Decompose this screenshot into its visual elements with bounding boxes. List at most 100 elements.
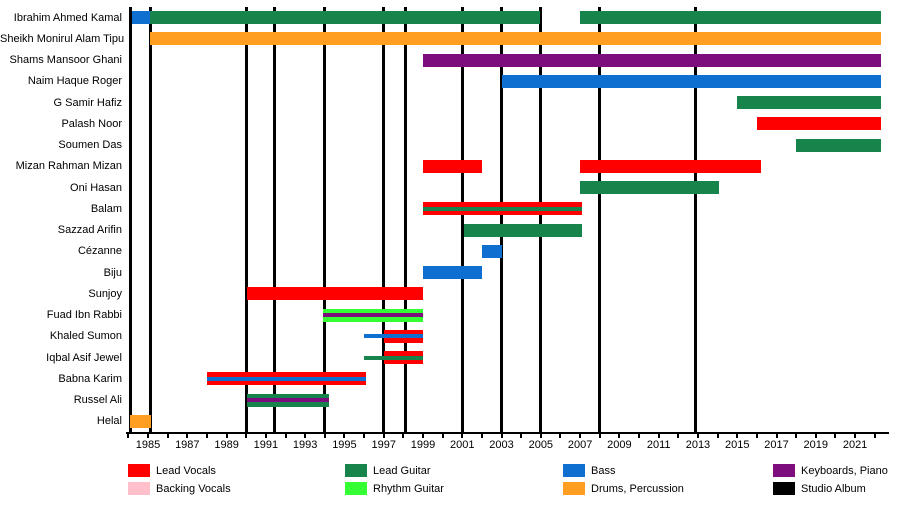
- timeline-bar: [464, 223, 583, 237]
- member-name-label: G Samir Hafiz: [53, 96, 122, 109]
- member-name-label: Helal: [96, 415, 122, 428]
- x-axis-tick: [834, 434, 837, 438]
- x-axis-tick: [264, 434, 267, 438]
- x-axis-tick: [873, 434, 876, 438]
- role-thin-bar: [364, 355, 384, 360]
- x-axis-tick: [755, 434, 758, 438]
- timeline-bar: [580, 11, 881, 25]
- legend-label: Rhythm Guitar: [373, 483, 444, 495]
- timeline-bar: [150, 11, 540, 25]
- x-axis-tick: [618, 434, 621, 438]
- legend-swatch: [773, 464, 795, 477]
- x-axis-year-label: 2019: [803, 439, 829, 451]
- x-axis-tick: [402, 434, 405, 438]
- x-axis-year-label: 1985: [135, 439, 161, 451]
- member-name-label: Russel Ali: [73, 394, 122, 407]
- legend-label: Lead Vocals: [156, 465, 216, 477]
- studio-album-line: [273, 7, 277, 432]
- timeline-bar: [481, 244, 502, 258]
- x-axis-tick: [382, 434, 385, 438]
- x-axis-year-label: 2015: [724, 439, 750, 451]
- x-axis-tick: [638, 434, 641, 438]
- member-name-label: Biju: [103, 266, 122, 279]
- member-name-label: Fuad Ibn Rabbi: [46, 309, 122, 322]
- studio-album-line: [323, 7, 327, 432]
- x-axis-tick: [441, 434, 444, 438]
- studio-album-line: [539, 7, 543, 432]
- member-name-label: Sunjoy: [88, 287, 122, 300]
- legend-label: Bass: [591, 465, 616, 477]
- legend-swatch: [128, 464, 150, 477]
- member-name-label: Soumen Das: [58, 139, 122, 152]
- member-name-label: Cézanne: [77, 245, 122, 258]
- x-axis-tick: [461, 434, 464, 438]
- x-axis-tick: [657, 434, 660, 438]
- legend-swatch: [345, 464, 367, 477]
- x-axis-year-label: 2001: [450, 439, 475, 451]
- secondary-role-stripe: [206, 376, 367, 381]
- x-axis-tick: [245, 434, 248, 438]
- x-axis-tick: [696, 434, 699, 438]
- studio-album-line: [598, 7, 602, 432]
- legend-label: Backing Vocals: [156, 483, 231, 495]
- x-axis-year-label: 1987: [175, 439, 200, 451]
- x-axis-tick: [854, 434, 857, 438]
- legend-swatch: [345, 482, 367, 495]
- timeline-bar: [580, 159, 761, 173]
- secondary-role-stripe: [322, 313, 423, 318]
- studio-album-line: [244, 7, 248, 432]
- legend: Lead Vocals Lead Guitar Bass Keyboards, Pia…: [0, 458, 900, 518]
- timeline-bar: [580, 181, 719, 195]
- x-axis-year-label: 2013: [685, 439, 711, 451]
- member-name-label: Sazzad Arifin: [57, 224, 122, 237]
- x-axis-year-label: 1989: [214, 439, 239, 451]
- studio-album-line: [382, 7, 386, 432]
- x-axis-tick: [520, 434, 523, 438]
- secondary-role-stripe: [247, 398, 329, 403]
- x-axis-tick: [795, 434, 798, 438]
- legend-label: Drums, Percussion: [591, 483, 684, 495]
- x-axis-year-label: 2003: [489, 439, 514, 451]
- timeline-bar: [150, 32, 881, 46]
- x-axis-year-label: 2017: [764, 439, 789, 451]
- member-name-label: Iqbal Asif Jewel: [46, 351, 122, 364]
- studio-album-line: [403, 7, 407, 432]
- legend-swatch: [773, 482, 795, 495]
- x-axis-tick: [343, 434, 346, 438]
- studio-album-line: [460, 7, 464, 432]
- x-axis-tick: [716, 434, 719, 438]
- x-axis-tick: [304, 434, 307, 438]
- x-axis-year-label: 2009: [607, 439, 632, 451]
- member-name-label: Naim Haque Roger: [27, 75, 122, 88]
- member-name-label: Oni Hasan: [70, 181, 122, 194]
- studio-album-line: [500, 7, 504, 432]
- x-axis-tick: [500, 434, 503, 438]
- x-axis-year-label: 1991: [253, 439, 279, 451]
- x-axis-tick: [598, 434, 601, 438]
- member-name-label: Shams Mansoor Ghani: [9, 54, 123, 67]
- legend-swatch: [563, 482, 585, 495]
- timeline-bar: [756, 117, 881, 131]
- x-axis-year-label: 1993: [292, 439, 318, 451]
- x-axis-year-label: 1999: [410, 439, 436, 451]
- x-axis-tick: [677, 434, 680, 438]
- timeline-bar: [501, 74, 881, 88]
- x-axis-tick: [323, 434, 326, 438]
- x-axis-tick: [775, 434, 778, 438]
- x-axis-year-label: 2007: [567, 439, 593, 451]
- legend-label: Lead Guitar: [373, 465, 431, 477]
- x-axis-tick: [186, 434, 189, 438]
- x-axis-year-label: 1995: [332, 439, 357, 451]
- timeline-bar: [423, 266, 482, 280]
- timeline-bar: [423, 53, 881, 67]
- x-axis-line: [126, 432, 889, 434]
- x-axis-tick: [559, 434, 562, 438]
- timeline-bar: [247, 287, 423, 301]
- timeline-bar: [796, 138, 881, 152]
- x-axis-tick: [166, 434, 169, 438]
- member-name-label: Babna Karim: [58, 372, 122, 385]
- x-axis-tick: [736, 434, 739, 438]
- x-axis-year-label: 1997: [371, 439, 396, 451]
- studio-album-line: [149, 7, 153, 432]
- secondary-role-stripe: [423, 206, 583, 211]
